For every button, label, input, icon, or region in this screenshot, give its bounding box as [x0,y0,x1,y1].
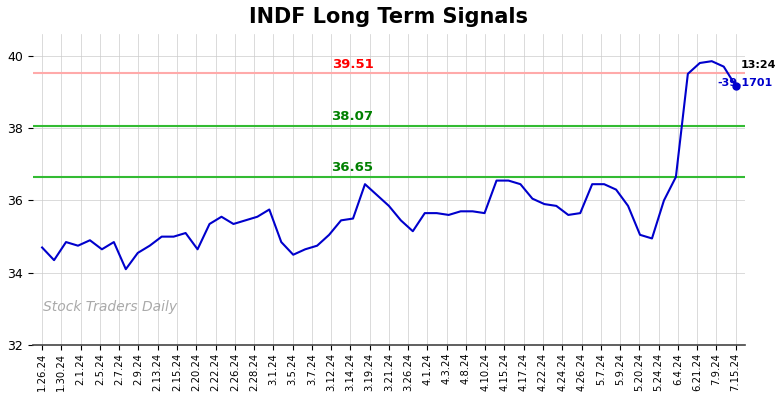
Title: INDF Long Term Signals: INDF Long Term Signals [249,7,528,27]
Text: 36.65: 36.65 [332,162,373,174]
Text: -39.1701: -39.1701 [717,78,773,88]
Text: 38.07: 38.07 [332,110,373,123]
Text: 39.51: 39.51 [332,58,373,71]
Text: Stock Traders Daily: Stock Traders Daily [43,300,177,314]
Text: 13:24: 13:24 [740,60,776,70]
